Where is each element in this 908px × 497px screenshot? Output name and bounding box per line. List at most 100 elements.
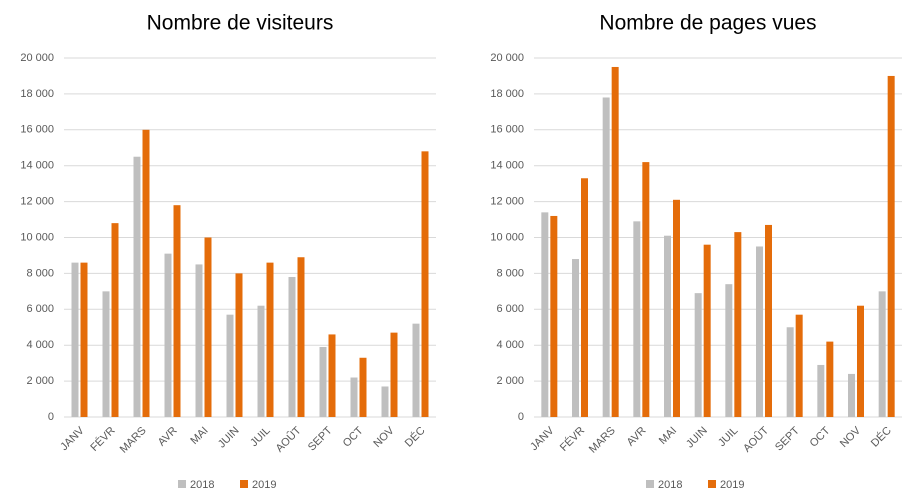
x-tick-label: DÉC bbox=[868, 424, 894, 450]
y-tick-label: 18 000 bbox=[490, 88, 524, 100]
bar bbox=[826, 341, 834, 417]
y-tick-label: 18 000 bbox=[20, 88, 54, 100]
legend-label: 2018 bbox=[658, 479, 682, 491]
bar bbox=[111, 223, 119, 417]
bar bbox=[572, 259, 579, 417]
y-tick-label: 12 000 bbox=[490, 196, 524, 208]
x-tick-label: OCT bbox=[341, 425, 366, 450]
bar bbox=[541, 212, 549, 417]
bar bbox=[642, 162, 650, 417]
legend-label: 2018 bbox=[190, 479, 214, 491]
x-tick-label: JUIL bbox=[716, 425, 740, 449]
bar bbox=[857, 305, 864, 417]
bar bbox=[611, 66, 619, 417]
chart-title: Nombre de pages vues bbox=[599, 12, 816, 35]
bar bbox=[412, 323, 420, 417]
bar bbox=[817, 364, 825, 417]
bar bbox=[288, 276, 296, 417]
x-tick-label: JUIL bbox=[248, 425, 272, 449]
x-tick-label: MARS bbox=[118, 425, 149, 456]
bar bbox=[664, 235, 671, 417]
bar bbox=[102, 291, 110, 417]
y-tick-label: 2 000 bbox=[496, 375, 524, 387]
x-tick-label: JANV bbox=[58, 424, 87, 453]
bar bbox=[725, 284, 733, 417]
x-tick-label: NOV bbox=[371, 424, 397, 450]
bar bbox=[581, 178, 588, 417]
y-tick-label: 14 000 bbox=[20, 160, 54, 172]
bar bbox=[173, 205, 181, 417]
bar bbox=[381, 386, 389, 417]
bar bbox=[297, 257, 305, 417]
bar bbox=[795, 314, 803, 417]
y-tick-label: 0 bbox=[518, 411, 524, 423]
y-tick-label: 12 000 bbox=[20, 196, 54, 208]
y-tick-label: 10 000 bbox=[490, 231, 524, 243]
x-tick-label: MARS bbox=[587, 425, 618, 456]
bar bbox=[765, 224, 772, 417]
bar bbox=[633, 221, 641, 417]
bar bbox=[887, 75, 895, 417]
x-tick-label: MAI bbox=[657, 425, 679, 447]
x-tick-label: AOÛT bbox=[740, 424, 771, 455]
bar bbox=[350, 377, 358, 417]
bar bbox=[319, 346, 327, 417]
bar bbox=[266, 262, 274, 417]
bar bbox=[878, 291, 886, 417]
y-tick-label: 8 000 bbox=[26, 267, 54, 279]
x-tick-label: OCT bbox=[808, 425, 833, 450]
y-tick-label: 14 000 bbox=[490, 160, 524, 172]
y-tick-label: 20 000 bbox=[490, 52, 524, 64]
bar bbox=[359, 357, 367, 417]
legend-swatch bbox=[240, 480, 248, 488]
bar bbox=[756, 246, 763, 417]
bar bbox=[328, 334, 336, 417]
y-tick-label: 2 000 bbox=[26, 375, 54, 387]
x-tick-label: JUIN bbox=[216, 425, 242, 451]
x-tick-label: AOÛT bbox=[273, 424, 304, 455]
legend-label: 2019 bbox=[720, 479, 744, 491]
y-tick-label: 0 bbox=[48, 411, 54, 423]
bar bbox=[786, 327, 794, 417]
bar bbox=[734, 232, 742, 417]
bar bbox=[80, 262, 88, 417]
bar bbox=[257, 305, 265, 417]
bar bbox=[421, 151, 429, 417]
bar bbox=[673, 199, 680, 417]
bar bbox=[71, 262, 79, 417]
legend-label: 2019 bbox=[252, 479, 276, 491]
x-tick-label: SEPT bbox=[306, 424, 335, 453]
x-tick-label: SEPT bbox=[773, 424, 802, 453]
x-tick-label: AVR bbox=[625, 425, 649, 449]
x-tick-label: FÉVR bbox=[557, 424, 587, 454]
bar bbox=[602, 97, 610, 418]
chart-title: Nombre de visiteurs bbox=[147, 12, 334, 35]
bar bbox=[226, 314, 234, 417]
x-tick-label: NOV bbox=[838, 424, 864, 450]
x-tick-label: JUIN bbox=[684, 425, 710, 451]
x-tick-label: AVR bbox=[156, 425, 180, 449]
bar bbox=[703, 244, 711, 417]
bar bbox=[550, 215, 558, 417]
legend-swatch bbox=[178, 480, 186, 488]
y-tick-label: 16 000 bbox=[490, 124, 524, 136]
y-tick-label: 4 000 bbox=[26, 339, 54, 351]
y-tick-label: 10 000 bbox=[20, 231, 54, 243]
bar bbox=[164, 253, 172, 417]
x-tick-label: MAI bbox=[188, 425, 210, 447]
y-tick-label: 6 000 bbox=[496, 303, 524, 315]
x-tick-label: DÉC bbox=[402, 424, 428, 450]
y-tick-label: 16 000 bbox=[20, 124, 54, 136]
bar bbox=[204, 237, 212, 417]
legend-swatch bbox=[646, 480, 654, 488]
bar bbox=[390, 332, 398, 417]
bar bbox=[142, 129, 150, 418]
y-tick-label: 4 000 bbox=[496, 339, 524, 351]
bar bbox=[235, 273, 243, 417]
bar bbox=[694, 293, 702, 417]
x-tick-label: JANV bbox=[528, 424, 557, 453]
bar bbox=[848, 373, 855, 417]
y-tick-label: 6 000 bbox=[26, 303, 54, 315]
